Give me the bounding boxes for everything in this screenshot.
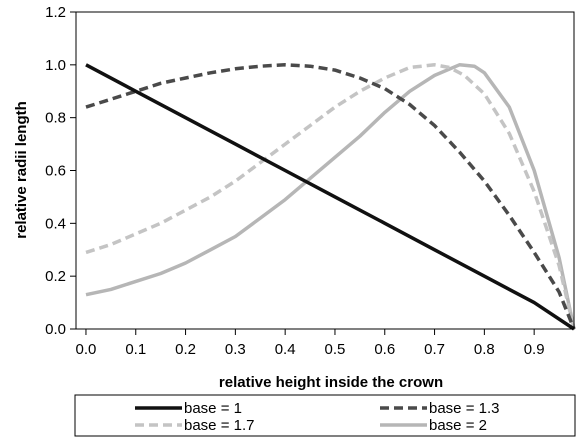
series-line-1 <box>85 63 576 330</box>
series-line-3 <box>85 63 576 330</box>
x-axis-title: relative height inside the crown <box>219 374 443 391</box>
x-tick-label: 0.0 <box>76 341 97 358</box>
x-tick-label: 0.3 <box>225 341 246 358</box>
x-axis-ticks: 0.0 0.1 0.2 0.3 0.4 0.5 0.6 0.7 0.8 0.9 <box>76 329 545 358</box>
y-tick-label: 0.4 <box>45 215 66 232</box>
legend-label-1: base = 1.3 <box>429 400 499 417</box>
y-axis-title: relative radii length <box>13 101 30 239</box>
y-tick-label: 0.8 <box>45 110 66 127</box>
x-tick-label: 0.7 <box>424 341 445 358</box>
x-tick-label: 0.8 <box>474 341 495 358</box>
series-layer <box>85 63 576 331</box>
y-tick-label: 1.0 <box>45 57 66 74</box>
y-tick-label: 1.2 <box>45 4 66 21</box>
legend-label-3: base = 2 <box>429 417 487 434</box>
y-tick-label: 0.2 <box>45 268 66 285</box>
x-tick-label: 0.6 <box>374 341 395 358</box>
y-tick-label: 0.0 <box>45 321 66 338</box>
x-tick-label: 0.2 <box>175 341 196 358</box>
x-tick-label: 0.4 <box>275 341 296 358</box>
series-line-0 <box>85 63 575 331</box>
plot-area-frame <box>75 11 575 330</box>
legend-label-0: base = 1 <box>184 400 242 417</box>
y-axis-ticks: 0.0 0.2 0.4 0.6 0.8 1.0 1.2 <box>45 4 76 338</box>
legend-items: base = 1 base = 1.3 base = 1.7 base = 2 <box>135 400 499 434</box>
x-tick-label: 0.1 <box>125 341 146 358</box>
series-line-2 <box>85 63 576 330</box>
legend-label-2: base = 1.7 <box>184 417 254 434</box>
y-tick-label: 0.6 <box>45 163 66 180</box>
legend-box <box>74 394 576 437</box>
legend: base = 1 base = 1.3 base = 1.7 base = 2 <box>74 394 576 437</box>
x-tick-label: 0.5 <box>325 341 346 358</box>
x-tick-label: 0.9 <box>524 341 545 358</box>
